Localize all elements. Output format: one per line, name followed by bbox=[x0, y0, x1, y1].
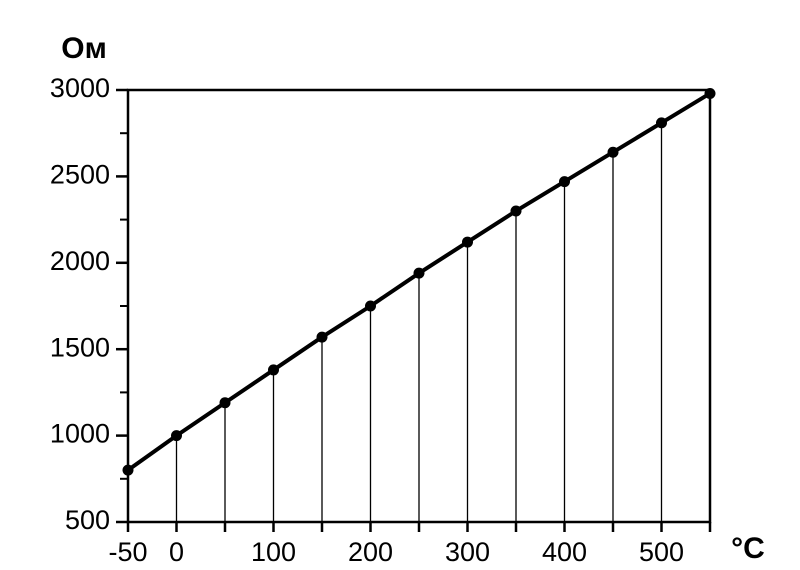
x-tick-label: -50 bbox=[108, 537, 147, 567]
x-axis-title: °C bbox=[731, 532, 765, 565]
y-tick-label: 3000 bbox=[50, 73, 110, 103]
point bbox=[413, 267, 425, 279]
x-tick-label: 500 bbox=[639, 537, 684, 567]
point bbox=[171, 430, 182, 442]
point bbox=[316, 331, 328, 343]
point bbox=[559, 176, 570, 188]
point bbox=[656, 117, 667, 129]
y-tick-label: 2500 bbox=[50, 160, 110, 190]
point bbox=[510, 205, 522, 217]
y-tick-label: 2000 bbox=[50, 246, 110, 276]
point bbox=[365, 300, 376, 312]
point bbox=[122, 464, 134, 476]
point bbox=[607, 146, 619, 158]
x-tick-label: 0 bbox=[169, 537, 184, 567]
y-tick-label: 1000 bbox=[50, 419, 110, 449]
x-tick-label: 400 bbox=[542, 537, 587, 567]
x-tick-label: 300 bbox=[445, 537, 490, 567]
x-tick-label: 100 bbox=[251, 537, 296, 567]
y-axis-title: Ом bbox=[61, 32, 107, 65]
point bbox=[462, 236, 473, 248]
y-tick-label: 500 bbox=[65, 505, 110, 535]
point bbox=[268, 364, 279, 376]
point bbox=[219, 397, 231, 409]
y-tick-label: 1500 bbox=[50, 332, 110, 362]
x-tick-label: 200 bbox=[348, 537, 393, 567]
point bbox=[704, 87, 716, 99]
